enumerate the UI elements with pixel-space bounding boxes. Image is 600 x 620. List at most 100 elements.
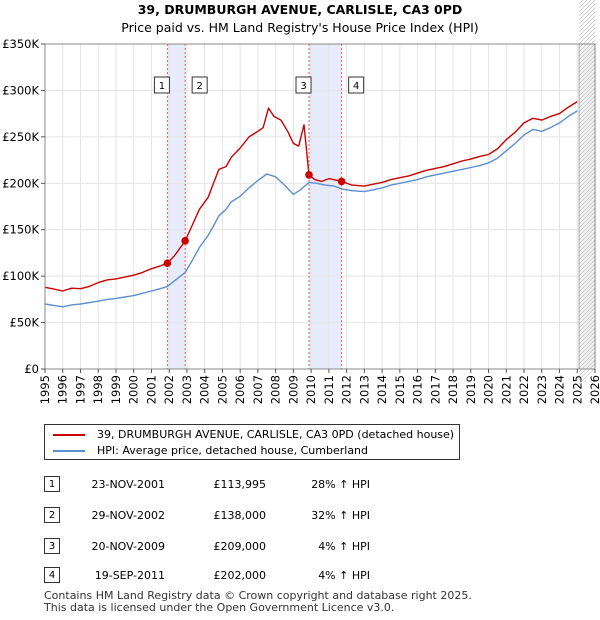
forecast-hatch (578, 319, 596, 337)
forecast-hatch (578, 55, 596, 73)
forecast-hatch (578, 227, 596, 245)
transaction-row: 1 23-NOV-2001 £113,995 28% ↑ HPI (0, 476, 600, 496)
forecast-hatch (578, 275, 596, 293)
forecast-hatch (578, 19, 596, 37)
forecast-hatch (578, 211, 596, 229)
x-tick-label: 1995 (38, 375, 52, 404)
transaction-hpi: 28% ↑ HPI (311, 478, 370, 491)
x-tick-label: 2013 (357, 375, 371, 404)
x-tick-label: 2011 (322, 375, 336, 404)
forecast-hatch (578, 39, 596, 57)
forecast-hatch (578, 223, 596, 241)
x-tick-label: 2001 (144, 375, 158, 404)
legend-swatch-property (53, 434, 85, 436)
forecast-hatch (578, 263, 596, 281)
forecast-hatch (578, 83, 596, 101)
x-tick-label: 2009 (286, 375, 300, 404)
transaction-number: 1 (44, 476, 60, 492)
forecast-hatch (578, 307, 596, 325)
x-tick-label: 2021 (499, 375, 513, 404)
transaction-price: £202,000 (213, 569, 267, 582)
forecast-hatch (578, 239, 596, 257)
forecast-hatch (578, 251, 596, 269)
y-tick-label: £200K (2, 176, 39, 190)
sale-label-box (153, 76, 170, 94)
forecast-hatch (578, 187, 596, 205)
sale-label-number: 2 (196, 81, 202, 92)
x-tick-label: 2010 (304, 375, 318, 404)
forecast-hatch (578, 339, 596, 357)
forecast-hatch (578, 75, 596, 93)
forecast-hatch (578, 151, 596, 169)
forecast-hatch (578, 3, 596, 21)
forecast-hatch (578, 11, 596, 29)
forecast-hatch (578, 215, 596, 233)
x-tick-label: 1997 (73, 375, 87, 404)
forecast-hatch (578, 287, 596, 305)
legend-item-hpi: HPI: Average price, detached house, Cumb… (45, 443, 459, 459)
forecast-hatch (578, 179, 596, 197)
transaction-row: 4 19-SEP-2011 £202,000 4% ↑ HPI (0, 567, 600, 587)
x-tick-label: 2008 (269, 375, 283, 404)
forecast-hatch (578, 191, 596, 209)
forecast-hatch (578, 315, 596, 333)
y-tick-label: £350K (2, 37, 39, 51)
forecast-hatch (578, 31, 596, 49)
forecast-hatch (578, 135, 596, 153)
chart-subtitle: Price paid vs. HM Land Registry's House … (121, 20, 479, 35)
forecast-hatch (578, 123, 596, 141)
x-tick-label: 2003 (180, 375, 194, 404)
forecast-hatch (578, 119, 596, 137)
x-tick-label: 2000 (127, 375, 141, 404)
forecast-hatch (578, 163, 596, 181)
y-tick-label: £100K (2, 269, 39, 283)
x-tick-label: 2026 (588, 375, 600, 404)
x-tick-label: 1998 (91, 375, 105, 404)
sale-band (167, 44, 186, 369)
forecast-hatch (578, 127, 596, 145)
forecast-hatch (578, 0, 588, 9)
y-tick-label: £50K (10, 316, 40, 330)
x-tick-label: 2019 (464, 375, 478, 404)
forecast-hatch (578, 63, 596, 81)
forecast-hatch (578, 67, 596, 85)
sale-label-number: 3 (300, 81, 306, 92)
forecast-hatch (578, 283, 596, 301)
forecast-hatch (578, 203, 596, 221)
forecast-hatch (578, 363, 596, 381)
x-tick-label: 2012 (340, 375, 354, 404)
forecast-hatch (578, 87, 596, 105)
sale-label-number: 1 (159, 81, 165, 92)
x-tick-label: 2025 (570, 375, 584, 404)
forecast-hatch (578, 155, 596, 173)
forecast-hatch (578, 15, 596, 33)
forecast-hatch (578, 335, 596, 353)
forecast-hatch (578, 43, 596, 61)
forecast-hatch (578, 131, 596, 149)
forecast-hatch (578, 207, 596, 225)
forecast-hatch (578, 139, 596, 157)
sale-marker (181, 237, 189, 245)
x-tick-label: 2002 (162, 375, 176, 404)
forecast-hatch (578, 255, 596, 273)
sale-label-number: 4 (353, 81, 359, 92)
transaction-date: 20-NOV-2009 (91, 540, 165, 553)
forecast-hatch (578, 303, 596, 321)
sale-label-box (295, 76, 312, 94)
chart-title: 39, DRUMBURGH AVENUE, CARLISLE, CA3 0PD (137, 2, 463, 17)
forecast-hatch (578, 159, 596, 177)
forecast-hatch (578, 343, 596, 361)
forecast-hatch (578, 219, 596, 237)
footer-copyright: Contains HM Land Registry data © Crown c… (44, 589, 472, 602)
sale-label-box (191, 76, 208, 94)
y-tick-label: £250K (2, 130, 39, 144)
forecast-hatch (578, 267, 596, 285)
forecast-hatch (578, 327, 596, 345)
y-tick-label: £150K (2, 223, 39, 237)
transaction-date: 19-SEP-2011 (94, 569, 165, 582)
legend-item-property: 39, DRUMBURGH AVENUE, CARLISLE, CA3 0PD … (45, 427, 459, 443)
x-tick-label: 2016 (411, 375, 425, 404)
forecast-hatch (578, 91, 596, 109)
legend-label-property: 39, DRUMBURGH AVENUE, CARLISLE, CA3 0PD … (97, 428, 455, 441)
x-tick-label: 2022 (517, 375, 531, 404)
